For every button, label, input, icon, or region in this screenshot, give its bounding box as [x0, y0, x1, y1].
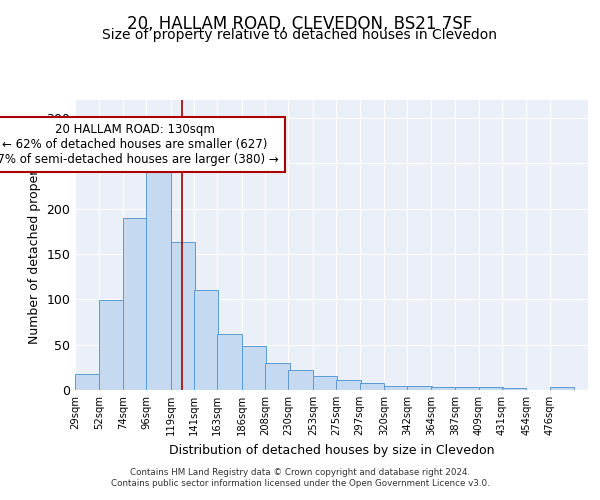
Bar — [265, 363, 290, 390]
Bar — [242, 346, 266, 390]
Bar — [123, 218, 147, 390]
Bar — [100, 300, 124, 390]
Bar — [502, 388, 526, 390]
X-axis label: Distribution of detached houses by size in Clevedon: Distribution of detached houses by size … — [169, 444, 494, 456]
Bar — [550, 388, 574, 390]
Y-axis label: Number of detached properties: Number of detached properties — [28, 146, 41, 344]
Text: Contains HM Land Registry data © Crown copyright and database right 2024.
Contai: Contains HM Land Registry data © Crown c… — [110, 468, 490, 487]
Bar — [194, 290, 218, 390]
Bar — [289, 370, 313, 390]
Bar — [313, 376, 337, 390]
Bar — [479, 388, 503, 390]
Bar — [146, 170, 170, 390]
Text: Size of property relative to detached houses in Clevedon: Size of property relative to detached ho… — [103, 28, 497, 42]
Bar — [336, 380, 361, 390]
Text: 20, HALLAM ROAD, CLEVEDON, BS21 7SF: 20, HALLAM ROAD, CLEVEDON, BS21 7SF — [127, 15, 473, 33]
Bar — [170, 242, 195, 390]
Bar — [217, 334, 242, 390]
Bar — [384, 386, 409, 390]
Bar — [75, 374, 100, 390]
Bar — [407, 386, 432, 390]
Bar — [431, 388, 455, 390]
Bar — [359, 383, 384, 390]
Text: 20 HALLAM ROAD: 130sqm
← 62% of detached houses are smaller (627)
37% of semi-de: 20 HALLAM ROAD: 130sqm ← 62% of detached… — [0, 122, 279, 166]
Bar — [455, 388, 479, 390]
